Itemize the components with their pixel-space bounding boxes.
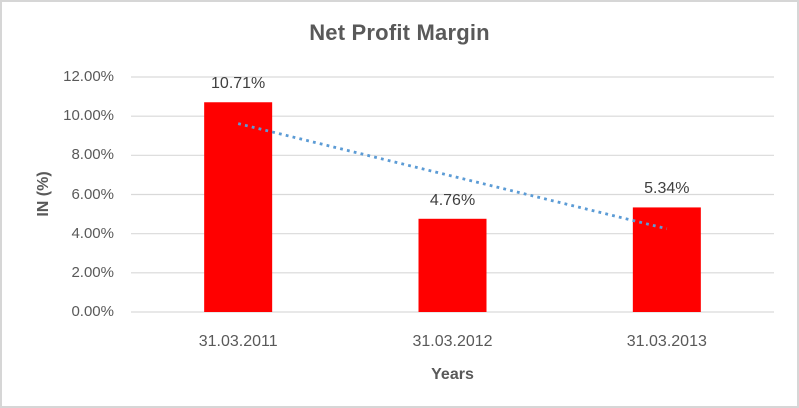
y-tick-label: 8.00% bbox=[71, 146, 114, 164]
bar-31.03.2011 bbox=[204, 102, 273, 312]
bar-31.03.2013 bbox=[632, 207, 701, 312]
y-tick-label: 6.00% bbox=[71, 185, 114, 203]
bar-data-label: 4.76% bbox=[429, 191, 476, 209]
chart-title: Net Profit Margin bbox=[309, 20, 490, 45]
x-tick-label: 31.03.2011 bbox=[198, 333, 278, 350]
x-axis-title: Years bbox=[431, 366, 474, 383]
y-tick-label: 12.00% bbox=[63, 68, 114, 85]
trendline bbox=[237, 122, 668, 231]
x-tick-label: 31.03.2012 bbox=[412, 333, 493, 350]
x-tick-label: 31.03.2013 bbox=[626, 333, 707, 350]
y-tick-label: 2.00% bbox=[71, 263, 114, 281]
y-tick-label: 0.00% bbox=[71, 303, 114, 320]
y-tick-label: 10.00% bbox=[63, 107, 114, 125]
bar-data-label: 5.34% bbox=[644, 180, 690, 198]
bar-data-label: 10.71% bbox=[211, 75, 266, 93]
y-tick-label: 4.00% bbox=[71, 224, 114, 242]
bar-31.03.2012 bbox=[418, 218, 487, 312]
